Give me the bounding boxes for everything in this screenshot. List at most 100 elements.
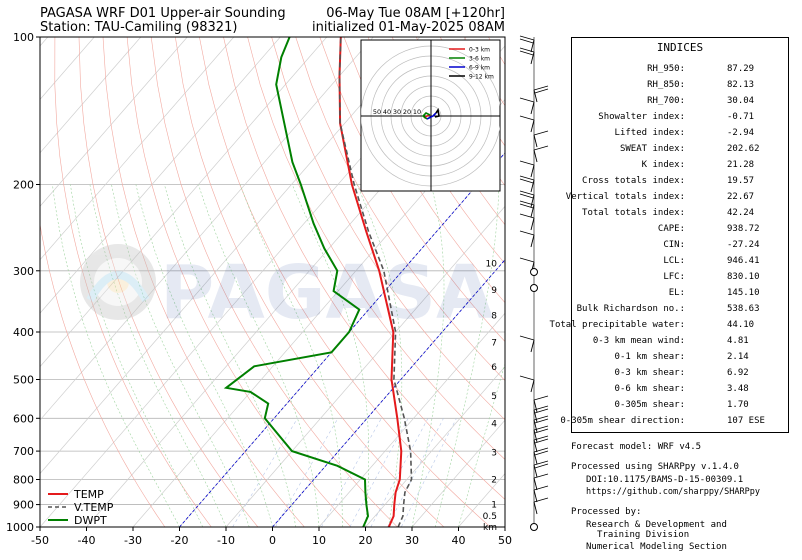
index-value: -2.94 [727,128,755,138]
wind-barb-flag [533,85,549,91]
moist-adiabat [135,184,273,527]
index-value: 21.28 [727,160,755,170]
mixing-ratio-line [275,418,339,527]
wind-barb-flag [519,175,535,181]
moist-adiabat [458,362,505,527]
valid-time: 06-May Tue 08AM [+120hr] [326,6,505,21]
indices-panel: INDICES RH_950: 87.29 RH_850: 82.13 RH_700: 3… [550,37,789,433]
index-label: 0-6 km shear: [614,384,685,394]
hodograph-legend-label: 6-9 km [469,65,490,72]
index-label: 0-305m shear direction: [560,416,685,426]
wind-barb-shaft [533,451,538,465]
index-value: 538.63 [727,304,760,314]
dry-adiabat [295,37,505,382]
wind-barb-flag [533,405,549,411]
x-tick-label: 40 [452,534,466,547]
dry-adiabat [78,37,259,527]
dry-adiabat [271,37,505,421]
index-value: 830.10 [727,272,760,282]
hodograph-trace-6-9km [426,112,437,120]
index-value: 19.57 [727,176,755,186]
calm-wind-marker [530,268,538,276]
moist-adiabat [52,184,180,527]
isotherm-line [40,37,235,261]
hodograph-ring-label: 30 [393,108,401,116]
index-label: RH_850: [647,80,685,90]
index-label: RH_950: [647,64,685,74]
wind-barb-flag [519,230,535,236]
wind-barb-flag [533,435,549,441]
dry-adiabat [367,37,505,265]
moist-adiabat [291,184,370,527]
index-value: 87.29 [727,64,755,74]
legend-label-vtemp: V.TEMP [74,501,114,514]
index-value: 44.10 [727,320,755,330]
wind-barb-flag [519,35,535,41]
height-label: 10 [486,260,498,270]
wind-barb-flag [519,203,534,209]
wind-barb-flag [519,335,535,341]
hodograph-ring-label: 40 [383,108,391,116]
mixing-ratio-line [387,418,444,527]
wind-barb-flag [533,145,549,151]
wind-barb-flag [534,408,549,414]
index-value: 1.70 [727,400,749,410]
isotherm-line [40,37,374,421]
isotherm-line [40,37,421,475]
section-name: Numerical Modeling Section [586,542,727,552]
division-line-2: Training Division [597,530,690,540]
wind-barb-flag [533,447,549,453]
index-value: 107 ESE [727,416,765,426]
y-tick-label: 700 [13,445,34,458]
hodograph-legend-label: 0-3 km [469,47,490,54]
index-label: 0-3 km shear: [614,368,685,378]
index-label: Showalter index: [598,112,685,122]
processed-using: Processed using SHARPpy v.1.4.0 [571,462,739,472]
index-label: Lifted index: [614,128,685,138]
y-tick-label: 300 [13,265,34,278]
wind-barb-shaft [533,464,538,478]
x-tick-label: 50 [498,534,512,547]
isotherm-line [40,37,281,314]
height-label: km [483,523,497,533]
index-value: 22.67 [727,192,755,202]
y-tick-label: 1000 [6,521,34,534]
dry-adiabat [126,37,352,527]
station-label: Station: TAU-Camiling (98321) [40,20,238,35]
hodograph-ring-label: 50 [373,108,381,116]
wind-barb-flag [534,463,549,469]
moist-adiabat [164,184,297,527]
wind-barb-flag [533,460,549,466]
index-value: 42.24 [727,208,755,218]
y-tick-label: 800 [13,474,34,487]
index-value: -0.71 [727,112,755,122]
wind-barb-shaft [530,39,535,53]
legend-label-dwpt: DWPT [74,514,107,527]
wind-barb-flag [533,425,549,431]
index-label: Total precipitable water: [549,320,685,330]
index-value: -27.24 [727,240,760,250]
isotherm-line [318,312,505,527]
isotherm-line [40,37,142,154]
wind-barb-shaft [530,179,535,193]
index-label: CAPE: [657,224,685,234]
wind-barb-shaft [530,234,535,248]
moist-adiabat [198,184,320,527]
wind-barb-shaft [533,501,538,515]
wind-barb-flag [534,450,549,456]
moist-adiabat [70,184,204,527]
wind-barb-flag [533,130,549,136]
x-tick-label: -30 [124,534,142,547]
index-label: Vertical totals index: [565,192,685,202]
wind-barb-flag [534,438,549,444]
moist-adiabat [111,184,250,527]
height-label: 2 [491,476,497,486]
wind-barb-flag [519,160,535,166]
moist-adiabat [356,184,403,527]
mixing-ratio-line [401,418,457,527]
height-label: 8 [491,311,497,321]
isotherm-line [365,366,505,527]
wind-barb-shaft [530,194,535,208]
dry-adiabat [175,37,445,527]
